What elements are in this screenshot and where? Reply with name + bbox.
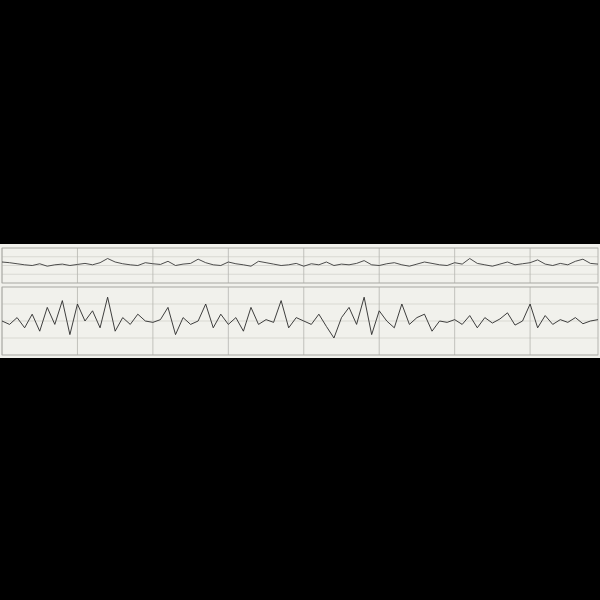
canvas bbox=[0, 0, 600, 600]
panel bbox=[2, 287, 598, 355]
grid-line bbox=[2, 274, 598, 275]
grid-line bbox=[2, 304, 598, 305]
grid-line bbox=[77, 248, 78, 283]
plot-frame bbox=[2, 287, 598, 355]
grid-line bbox=[454, 287, 455, 355]
marks bbox=[2, 297, 598, 338]
grid-line bbox=[454, 248, 455, 283]
grid-line bbox=[530, 248, 531, 283]
trace bbox=[2, 259, 598, 267]
grid-line bbox=[152, 287, 153, 355]
grid-line bbox=[379, 287, 380, 355]
grid-line bbox=[2, 338, 598, 339]
grid-line bbox=[2, 321, 598, 322]
grid-line bbox=[530, 287, 531, 355]
grid-line bbox=[228, 287, 229, 355]
trace bbox=[2, 297, 598, 338]
paper-strip bbox=[0, 244, 600, 358]
grid-line bbox=[228, 248, 229, 283]
plot-frame bbox=[2, 248, 598, 283]
panel bbox=[2, 248, 598, 283]
grid-line bbox=[2, 256, 598, 257]
grid-line bbox=[77, 287, 78, 355]
grid-line bbox=[152, 248, 153, 283]
grid-line bbox=[303, 248, 304, 283]
marks bbox=[2, 259, 598, 267]
